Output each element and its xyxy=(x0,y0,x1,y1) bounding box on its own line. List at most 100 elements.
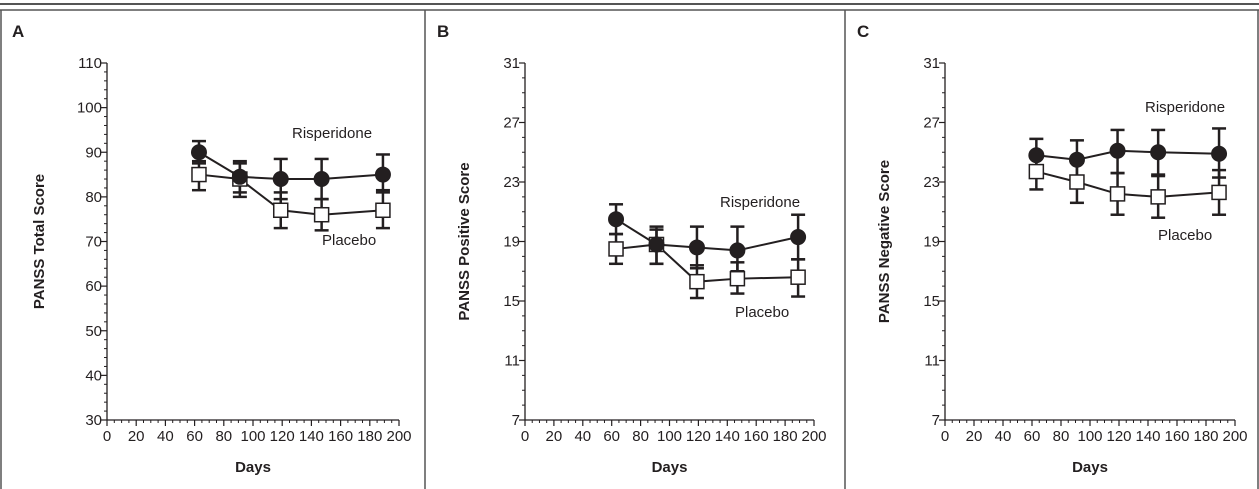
x-tick-label: 80 xyxy=(632,428,649,445)
data-point-risperidone xyxy=(790,229,807,246)
y-tick-label: 80 xyxy=(85,189,102,206)
y-tick-label: 50 xyxy=(85,323,102,340)
y-tick-label: 7 xyxy=(932,412,940,429)
x-axis-title: Days xyxy=(652,459,688,476)
x-tick-label: 120 xyxy=(686,428,711,445)
x-tick-label: 180 xyxy=(357,428,382,445)
x-tick-label: 0 xyxy=(941,428,949,445)
data-point-placebo xyxy=(191,166,207,183)
x-tick-label: 140 xyxy=(715,428,740,445)
x-tick-label: 120 xyxy=(1106,428,1131,445)
x-tick-label: 20 xyxy=(966,428,983,445)
y-tick-label: 40 xyxy=(85,367,102,384)
y-axis-title: PANSS Negative Score xyxy=(876,160,893,323)
y-tick-label: 60 xyxy=(85,278,102,295)
data-point-placebo xyxy=(1211,184,1227,201)
x-tick-label: 20 xyxy=(128,428,145,445)
y-tick-label: 90 xyxy=(85,144,102,161)
data-point-risperidone xyxy=(608,211,625,228)
x-tick-label: 0 xyxy=(103,428,111,445)
data-point-placebo xyxy=(729,270,746,287)
data-point-placebo xyxy=(608,241,624,257)
series-line-placebo xyxy=(198,173,384,216)
series-line-placebo xyxy=(615,243,799,283)
data-point-placebo xyxy=(1109,186,1126,202)
x-tick-label: 80 xyxy=(1053,428,1070,445)
series-label-risperidone: Risperidone xyxy=(292,125,372,142)
series-label-placebo: Placebo xyxy=(322,232,376,249)
data-point-risperidone xyxy=(648,236,665,253)
chart-panel-b: B 7 11 15 19 23 27 31 0 20 40 60 80 100 120 140 160 180 20… xyxy=(437,22,827,476)
y-tick-label: 30 xyxy=(85,412,102,429)
y-tick-label: 11 xyxy=(504,353,520,370)
y-tick-label: 19 xyxy=(923,234,940,251)
x-tick-label: 200 xyxy=(801,428,826,445)
x-tick-label: 0 xyxy=(521,428,529,445)
y-tick-label: 110 xyxy=(78,55,102,72)
panel-letter: A xyxy=(12,22,24,41)
x-tick-label: 100 xyxy=(240,428,265,445)
x-tick-label: 60 xyxy=(186,428,203,445)
data-point-placebo xyxy=(1150,189,1166,205)
y-tick-label: 15 xyxy=(503,293,520,310)
data-point-risperidone xyxy=(231,168,248,185)
data-point-placebo xyxy=(1028,163,1045,180)
series-label-placebo: Placebo xyxy=(1158,227,1212,244)
series-line-placebo xyxy=(1036,170,1220,198)
x-tick-label: 160 xyxy=(1164,428,1189,445)
y-tick-label: 11 xyxy=(924,353,940,370)
x-tick-label: 160 xyxy=(328,428,353,445)
data-point-placebo xyxy=(313,206,330,223)
y-tick-label: 15 xyxy=(923,293,940,310)
series-line-risperidone xyxy=(1036,149,1220,161)
series-label-placebo: Placebo xyxy=(735,304,789,321)
data-point-placebo xyxy=(689,273,705,290)
x-tick-label: 120 xyxy=(270,428,295,445)
y-tick-label: 23 xyxy=(923,174,940,191)
data-point-risperidone xyxy=(272,171,289,188)
data-point-risperidone xyxy=(313,171,330,188)
y-tick-label: 70 xyxy=(85,234,102,251)
x-tick-label: 40 xyxy=(995,428,1012,445)
data-point-risperidone xyxy=(374,166,391,183)
x-tick-label: 60 xyxy=(603,428,620,445)
y-tick-label: 31 xyxy=(503,55,520,72)
x-tick-label: 180 xyxy=(1193,428,1218,445)
chart-panel-c: C 7 11 15 19 23 27 31 0 20 40 60 80 100 120 140 160 180 20… xyxy=(857,22,1248,476)
data-point-placebo xyxy=(1069,174,1085,190)
data-point-risperidone xyxy=(190,144,207,161)
data-point-risperidone xyxy=(1068,151,1085,168)
x-axis-title: Days xyxy=(235,459,271,476)
x-axis-title: Days xyxy=(1072,459,1108,476)
data-point-placebo xyxy=(375,202,391,219)
x-tick-label: 140 xyxy=(299,428,324,445)
y-tick-label: 27 xyxy=(503,115,520,132)
panel-letter: B xyxy=(437,22,449,41)
y-tick-label: 7 xyxy=(512,412,520,429)
y-tick-label: 31 xyxy=(923,55,940,72)
x-tick-label: 140 xyxy=(1135,428,1160,445)
x-tick-label: 60 xyxy=(1024,428,1041,445)
x-tick-label: 180 xyxy=(773,428,798,445)
x-tick-label: 100 xyxy=(1077,428,1102,445)
y-tick-label: 23 xyxy=(503,174,520,191)
data-point-risperidone xyxy=(1109,142,1126,159)
x-tick-label: 40 xyxy=(574,428,591,445)
data-point-placebo xyxy=(790,269,806,285)
series-label-risperidone: Risperidone xyxy=(720,194,800,211)
data-point-placebo xyxy=(272,202,289,219)
x-tick-label: 100 xyxy=(657,428,682,445)
y-tick-label: 27 xyxy=(923,115,940,132)
data-point-risperidone xyxy=(1211,145,1228,162)
x-tick-label: 80 xyxy=(215,428,232,445)
data-point-risperidone xyxy=(729,242,746,259)
series-line-risperidone xyxy=(198,151,384,181)
data-point-risperidone xyxy=(688,239,705,256)
x-tick-label: 40 xyxy=(157,428,174,445)
data-point-risperidone xyxy=(1150,144,1167,161)
y-tick-label: 19 xyxy=(503,234,520,251)
data-point-risperidone xyxy=(1028,147,1045,164)
y-axis-title: PANSS Total Score xyxy=(31,174,48,309)
